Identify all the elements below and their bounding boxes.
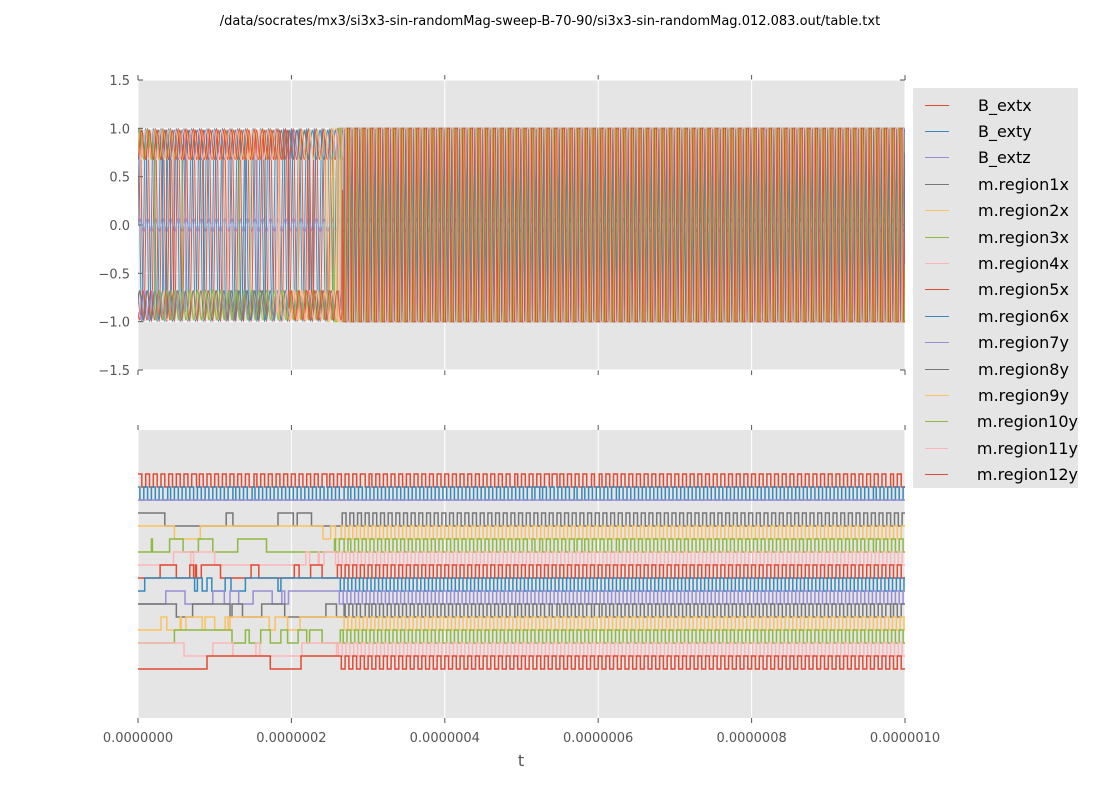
trace-m-region8y bbox=[138, 603, 905, 618]
legend-label: m.region9y bbox=[978, 385, 1069, 405]
top-plot-series bbox=[138, 127, 905, 323]
legend-label: m.region7y bbox=[978, 333, 1069, 353]
legend-line-icon bbox=[925, 263, 949, 265]
legend-label: m.region6x bbox=[978, 306, 1069, 326]
legend-line-icon bbox=[925, 289, 949, 291]
legend-line-icon bbox=[925, 104, 949, 106]
legend-line-icon bbox=[925, 210, 949, 212]
y-tick-label: 0.5 bbox=[109, 171, 130, 186]
legend-item: m.region7y bbox=[913, 330, 1078, 356]
legend-line-icon bbox=[925, 315, 949, 317]
legend-line-icon bbox=[925, 474, 948, 476]
legend-line-icon bbox=[925, 447, 948, 449]
trace-m-region1x bbox=[138, 512, 905, 527]
legend-label: m.region12y bbox=[976, 465, 1078, 485]
legend-item: m.region10y bbox=[913, 409, 1078, 435]
legend-line-icon bbox=[925, 157, 949, 159]
x-tick-label: 0.0000002 bbox=[256, 731, 326, 746]
legend-line-icon bbox=[925, 421, 948, 423]
legend-line-icon bbox=[925, 131, 949, 133]
legend-item: m.region6x bbox=[913, 303, 1078, 329]
legend-item: m.region5x bbox=[913, 277, 1078, 303]
legend: B_extx B_exty B_extz m.region1x m.region2x m.… bbox=[913, 88, 1078, 488]
legend-item: B_extz bbox=[913, 145, 1078, 171]
legend-label: B_extz bbox=[978, 148, 1031, 168]
x-tick-label: 0.0000004 bbox=[410, 731, 480, 746]
legend-label: m.region11y bbox=[976, 438, 1078, 458]
x-tick-label: 0.0000000 bbox=[103, 731, 173, 746]
legend-item: m.region8y bbox=[913, 356, 1078, 382]
legend-item: m.region12y bbox=[913, 461, 1078, 487]
trace-m-region7y bbox=[138, 590, 905, 605]
y-tick-label: 1.0 bbox=[109, 122, 130, 137]
x-tick-label: 0.0000008 bbox=[716, 731, 786, 746]
legend-item: B_exty bbox=[913, 118, 1078, 144]
legend-item: m.region11y bbox=[913, 435, 1078, 461]
series-line-m-region12y bbox=[138, 127, 905, 323]
legend-item: m.region1x bbox=[913, 171, 1078, 197]
trace-m-region10y bbox=[138, 629, 905, 644]
legend-label: m.region8y bbox=[978, 359, 1069, 379]
legend-line-icon bbox=[925, 236, 949, 238]
y-tick-label: 0.0 bbox=[109, 219, 130, 234]
legend-item: B_extx bbox=[913, 92, 1078, 118]
trace-m-region6x bbox=[138, 577, 905, 592]
legend-item: m.region9y bbox=[913, 382, 1078, 408]
legend-line-icon bbox=[925, 394, 949, 396]
y-tick-label: −1.5 bbox=[98, 364, 130, 379]
x-tick-label: 0.0000006 bbox=[563, 731, 633, 746]
legend-line-icon bbox=[925, 342, 949, 344]
bottom-plot-traces bbox=[138, 473, 905, 670]
legend-label: B_exty bbox=[978, 122, 1032, 142]
legend-label: m.region2x bbox=[978, 201, 1069, 221]
legend-label: m.region1x bbox=[978, 174, 1069, 194]
trace-m-region9y bbox=[138, 616, 905, 631]
legend-item: m.region2x bbox=[913, 198, 1078, 224]
x-tick-label: 0.0000010 bbox=[870, 731, 940, 746]
y-tick-label: 1.5 bbox=[109, 74, 130, 89]
x-axis-label: t bbox=[518, 751, 524, 770]
legend-line-icon bbox=[925, 368, 949, 370]
legend-item: m.region3x bbox=[913, 224, 1078, 250]
y-tick-label: −0.5 bbox=[98, 267, 130, 282]
legend-label: m.region5x bbox=[978, 280, 1069, 300]
legend-label: m.region4x bbox=[978, 254, 1069, 274]
y-tick-label: −1.0 bbox=[98, 316, 130, 331]
legend-line-icon bbox=[925, 183, 949, 185]
legend-label: m.region10y bbox=[976, 412, 1078, 432]
legend-label: m.region3x bbox=[978, 227, 1069, 247]
legend-label: B_extx bbox=[978, 95, 1032, 115]
chart-title: /data/socrates/mx3/si3x3-sin-randomMag-s… bbox=[219, 14, 881, 29]
trace-m-region12y bbox=[138, 655, 905, 670]
legend-item: m.region4x bbox=[913, 250, 1078, 276]
